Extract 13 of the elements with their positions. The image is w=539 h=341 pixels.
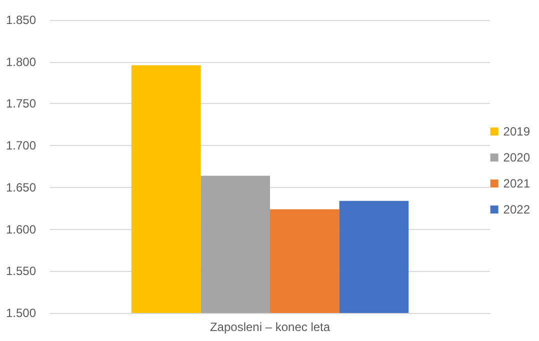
legend-label: 2022 — [503, 202, 530, 216]
y-tick-label: 1.500 — [6, 306, 36, 320]
legend-label: 2020 — [503, 150, 530, 164]
legend-label: 2019 — [503, 124, 530, 138]
legend-label: 2021 — [503, 176, 530, 190]
y-tick-label: 1.850 — [6, 13, 36, 27]
y-tick-label: 1.800 — [6, 54, 36, 69]
y-tick-label: 1.600 — [6, 222, 36, 236]
y-tick-label: 1.750 — [6, 96, 36, 111]
x-tick-label: Zaposleni – konec leta — [210, 320, 330, 334]
y-tick-label: 1.700 — [6, 138, 36, 153]
y-tick-label: 1.650 — [6, 180, 36, 194]
y-tick-label: 1.550 — [6, 264, 36, 278]
